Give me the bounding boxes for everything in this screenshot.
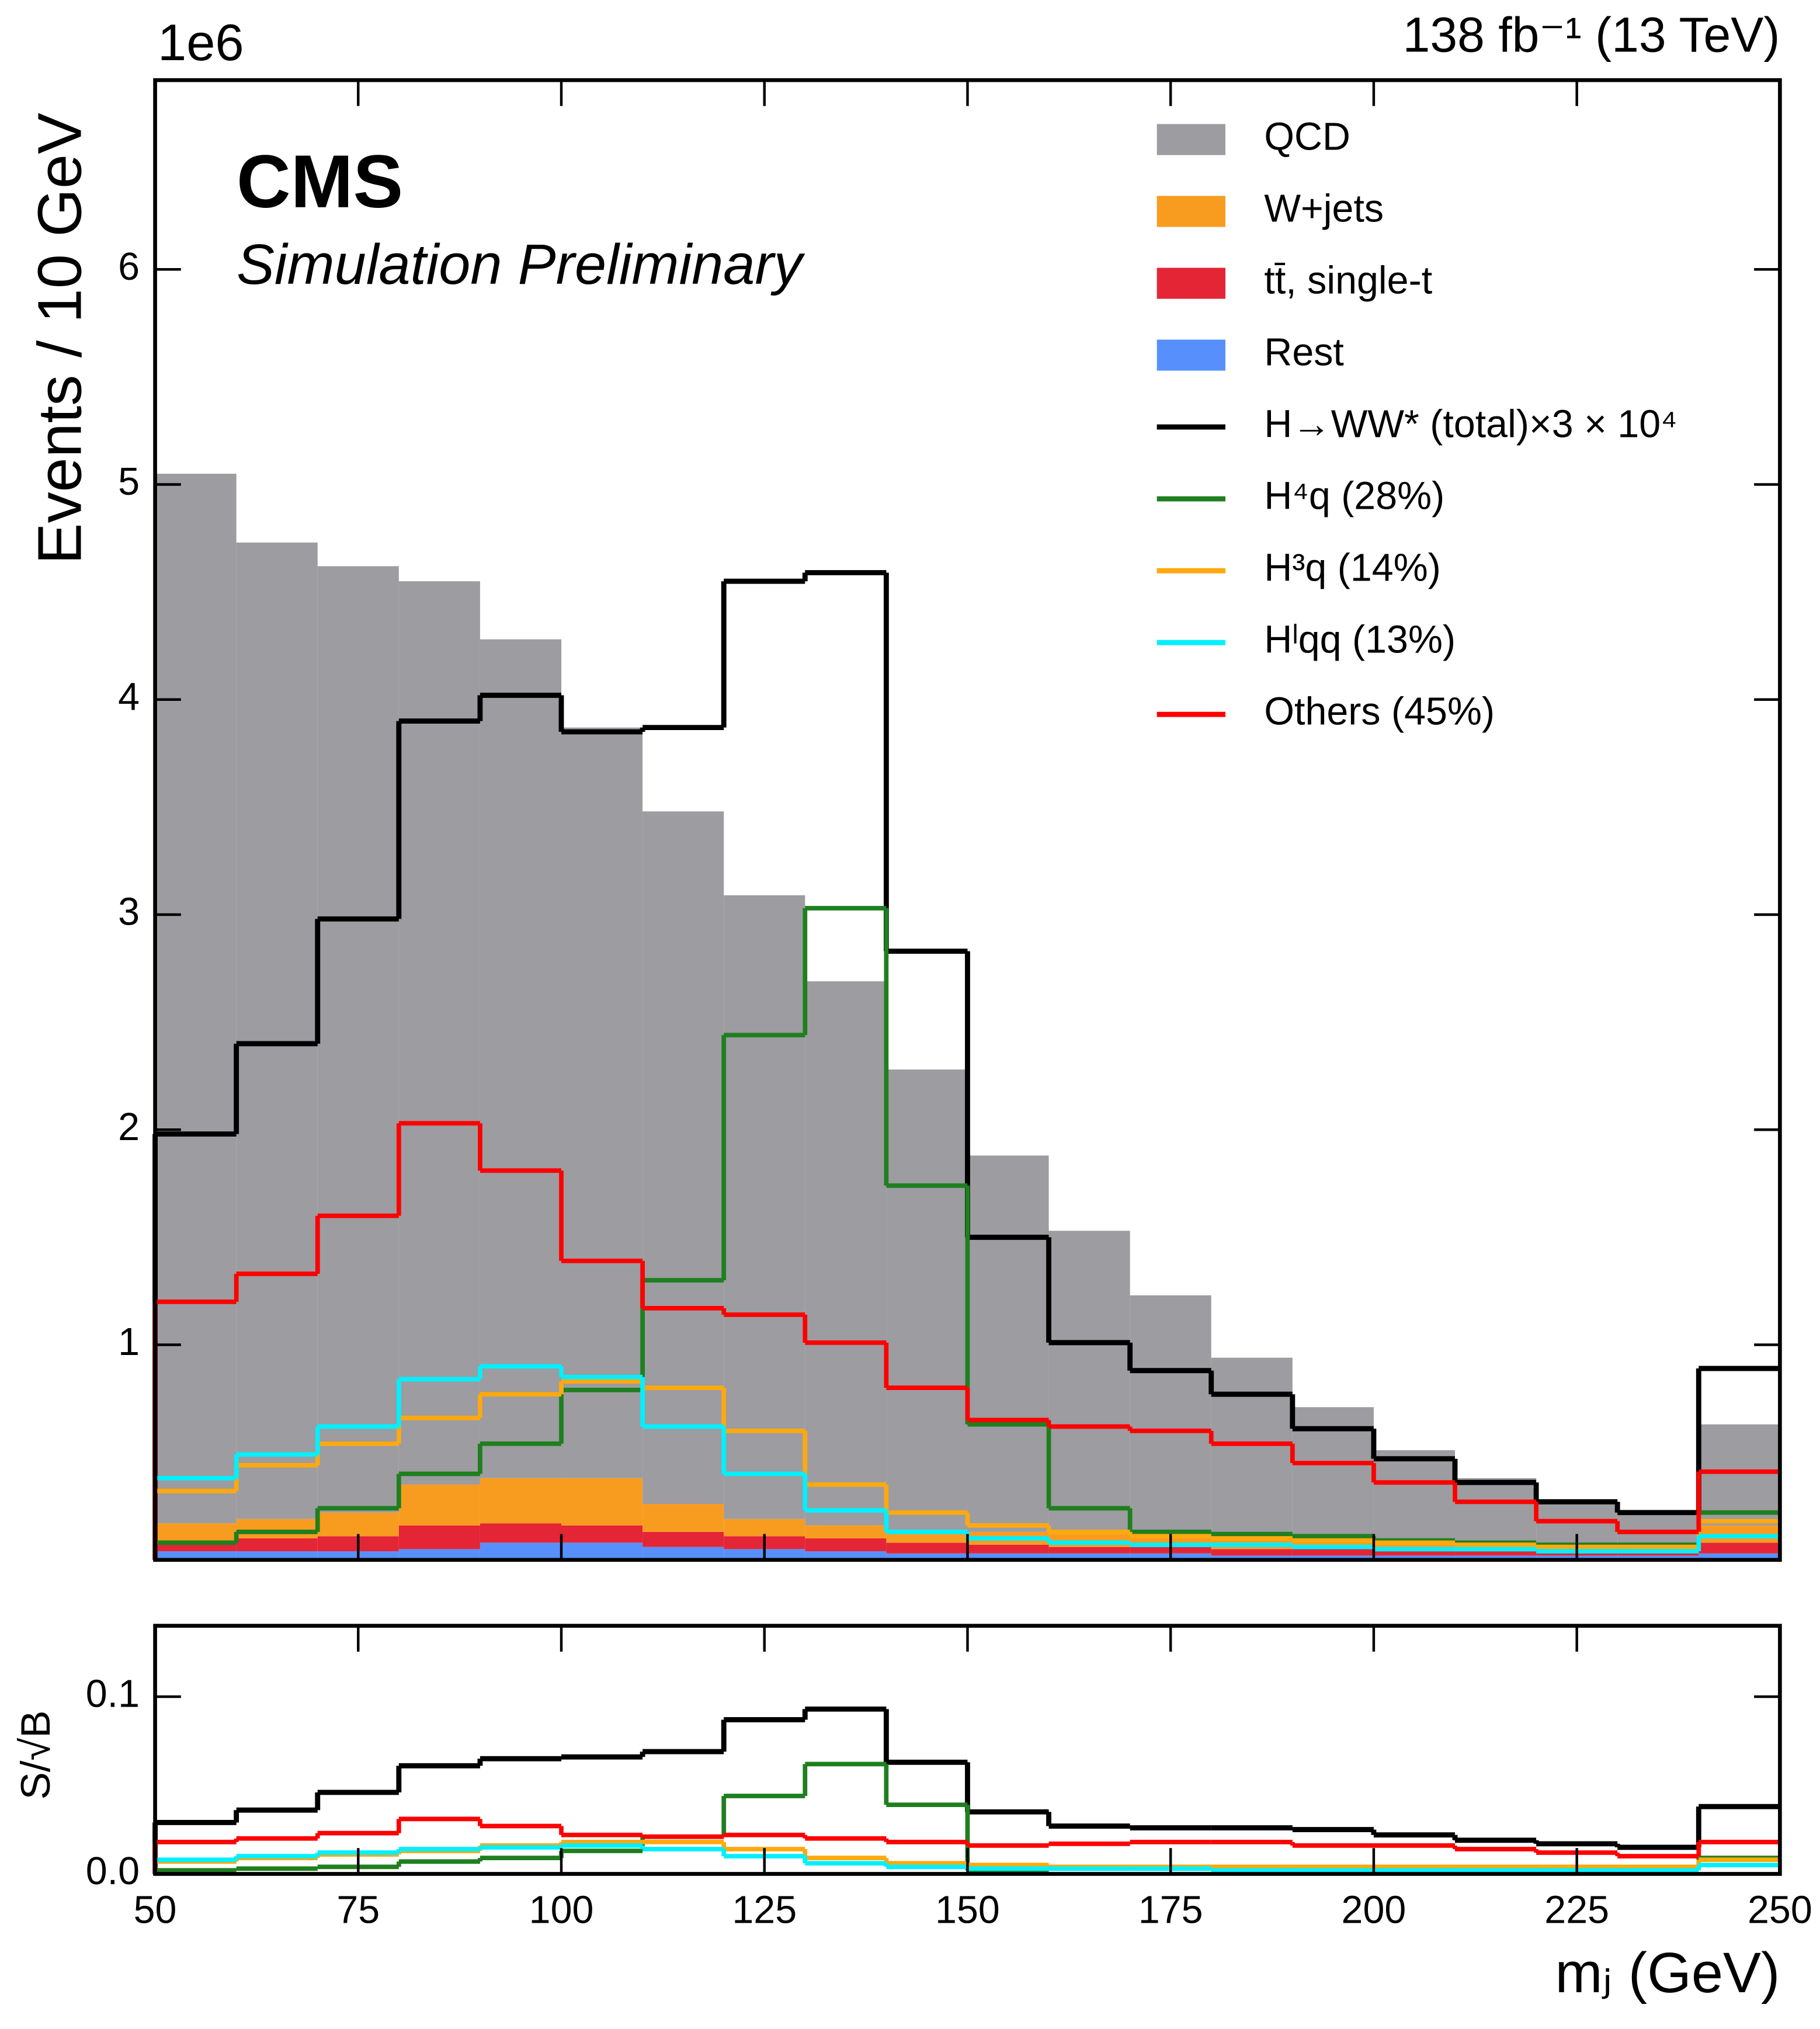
stack-segment — [642, 811, 724, 1505]
y-offset-label: 1e6 — [158, 13, 244, 71]
stack-segment — [1048, 1231, 1130, 1534]
stack-segment — [805, 1538, 887, 1552]
stack-segment — [805, 981, 887, 1526]
stack-segment — [155, 1523, 237, 1541]
stack-segment — [1373, 1555, 1456, 1560]
stack-segment — [155, 1551, 237, 1560]
stack-segment — [1373, 1549, 1456, 1556]
stack-segment — [480, 1523, 562, 1543]
legend-patch — [1156, 267, 1225, 299]
y-tick-label: 0.0 — [86, 1850, 140, 1893]
x-tick-label: 200 — [1342, 1888, 1406, 1931]
stack-segment — [724, 1519, 805, 1537]
stack-segment — [480, 1542, 562, 1560]
stack-segment — [561, 1525, 643, 1543]
stack-segment — [398, 581, 480, 1485]
subtitle: Simulation Preliminary — [237, 232, 805, 296]
stack-segment — [398, 1484, 480, 1526]
stack-segment — [155, 474, 237, 1524]
stack-segment — [398, 1549, 480, 1560]
x-axis-label: mⱼ (GeV) — [1555, 1941, 1780, 2004]
stack-segment — [724, 895, 805, 1519]
stack-segment — [805, 1551, 887, 1560]
x-tick-label: 150 — [935, 1888, 1000, 1931]
stack-segment — [967, 1155, 1049, 1532]
legend-label: Hˡqq (13%) — [1264, 619, 1456, 662]
stack-segment — [561, 1478, 643, 1526]
stack-segment — [1048, 1553, 1130, 1560]
stack-segment — [236, 1519, 318, 1538]
stack-segment — [1211, 1549, 1293, 1556]
stack-segment — [886, 1542, 968, 1554]
legend-label: H³q (14%) — [1264, 547, 1440, 590]
stack-segment — [642, 1531, 724, 1547]
stack-segment — [642, 1547, 724, 1560]
legend-patch — [1156, 339, 1225, 371]
stack-segment — [1617, 1555, 1699, 1560]
stack-segment — [561, 1542, 643, 1560]
stack-segment — [1211, 1357, 1293, 1538]
stack-segment — [317, 1512, 399, 1537]
stack-segment — [967, 1544, 1049, 1554]
y-tick-label: 1 — [118, 1321, 140, 1364]
lumi-label: 138 fb⁻¹ (13 TeV) — [1403, 8, 1780, 62]
x-tick-label: 100 — [529, 1888, 594, 1931]
stack-segment — [398, 1525, 480, 1549]
stack-segment — [236, 1551, 318, 1560]
stack-segment — [480, 639, 562, 1478]
stack-segment — [1699, 1424, 1780, 1526]
x-tick-label: 125 — [732, 1888, 797, 1931]
y-tick-label: 6 — [118, 245, 140, 289]
stack-segment — [1699, 1553, 1780, 1560]
legend-label: Rest — [1264, 331, 1343, 374]
y-tick-label: 3 — [118, 891, 140, 934]
y-tick-label: 0.1 — [86, 1673, 140, 1716]
stack-segment — [1455, 1551, 1537, 1556]
stack-segment — [1699, 1542, 1780, 1554]
x-tick-label: 250 — [1748, 1888, 1812, 1931]
x-tick-label: 50 — [134, 1888, 177, 1931]
stack-segment — [1617, 1512, 1699, 1545]
x-tick-label: 225 — [1544, 1888, 1609, 1931]
x-tick-label: 175 — [1138, 1888, 1203, 1931]
stack-segment — [967, 1553, 1049, 1560]
legend-patch — [1156, 196, 1225, 227]
stack-segment — [1211, 1555, 1293, 1560]
stack-segment — [1455, 1555, 1537, 1560]
legend-label: H→WW* (total)×3 × 10⁴ — [1264, 403, 1677, 446]
legend-label: W+jets — [1264, 187, 1384, 231]
stack-segment — [886, 1553, 968, 1560]
stack-segment — [805, 1525, 887, 1538]
stack-segment — [1292, 1555, 1374, 1560]
stack-segment — [236, 542, 318, 1519]
experiment-label: CMS — [237, 140, 403, 224]
legend-label: H⁴q (28%) — [1264, 475, 1444, 518]
stack-segment — [480, 1478, 562, 1524]
ratio-y-axis-label: S/√B — [13, 1710, 59, 1799]
y-tick-label: 4 — [118, 675, 140, 718]
stack-segment — [236, 1538, 318, 1552]
stack-segment — [642, 1504, 724, 1532]
stack-segment — [886, 1069, 968, 1530]
legend-patch — [1156, 124, 1225, 155]
y-tick-label: 2 — [118, 1106, 140, 1149]
stack-segment — [1292, 1549, 1374, 1556]
y-tick-label: 5 — [118, 460, 140, 503]
stack-segment — [561, 727, 643, 1478]
legend-label: tt̄, single-t — [1264, 259, 1432, 303]
stack-segment — [1373, 1450, 1456, 1543]
legend-label: QCD — [1264, 116, 1350, 159]
stack-segment — [317, 566, 399, 1513]
x-tick-label: 75 — [336, 1888, 380, 1931]
stack-segment — [1455, 1478, 1537, 1543]
y-axis-label: Events / 10 GeV — [25, 113, 95, 564]
stack-segment — [1130, 1295, 1211, 1537]
stack-segment — [1048, 1547, 1130, 1554]
legend-label: Others (45%) — [1264, 690, 1495, 734]
stack-segment — [1373, 1542, 1456, 1549]
